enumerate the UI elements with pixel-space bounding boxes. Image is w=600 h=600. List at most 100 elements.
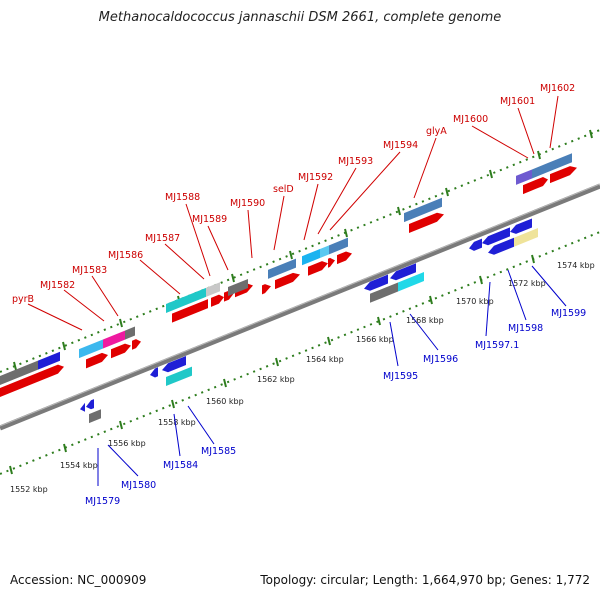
gene-mj1600[interactable]	[516, 169, 532, 185]
gene-mj1583[interactable]	[103, 330, 125, 349]
tick	[531, 254, 535, 264]
gene-red[interactable]	[275, 270, 300, 290]
gene-mj1596[interactable]	[370, 282, 398, 303]
gene-mj1584b[interactable]	[162, 355, 186, 375]
leader	[517, 107, 535, 155]
gene-mj1589[interactable]	[228, 278, 248, 297]
gene-label-mj1602[interactable]: MJ1602	[540, 83, 575, 94]
gene-red[interactable]	[550, 163, 577, 184]
gene-mj1579b[interactable]	[86, 399, 94, 411]
gene-red[interactable]	[308, 259, 328, 276]
leader	[164, 243, 205, 280]
gene-mj1579[interactable]	[80, 402, 85, 414]
gene-label-mj1595[interactable]: MJ1595	[383, 371, 418, 382]
gene-red[interactable]	[523, 179, 537, 195]
gene-mj1596b[interactable]	[398, 272, 424, 292]
leader	[247, 209, 253, 259]
gene-label-pyrB[interactable]: pyrB	[12, 294, 34, 305]
leader	[329, 151, 401, 231]
gene-mj1585[interactable]	[166, 366, 192, 387]
gene-red[interactable]	[86, 350, 108, 369]
tick	[13, 361, 17, 371]
gene-label-mj1597.1[interactable]: MJ1597.1	[475, 340, 519, 351]
forward-gene-labels: pyrB MJ1582 MJ1583 MJ1586 MJ1587 MJ1588 …	[12, 83, 575, 305]
gene-red-arrow[interactable]	[44, 362, 64, 380]
gene-label-mj1582[interactable]: MJ1582	[40, 280, 75, 291]
scale-label: 1558 kbp	[158, 418, 196, 427]
gene-mj1592[interactable]	[320, 245, 329, 258]
gene-red[interactable]	[111, 341, 131, 359]
gene-label-mj1596[interactable]: MJ1596	[423, 354, 458, 365]
gene-label-mj1592[interactable]: MJ1592	[298, 172, 333, 183]
gene-label-mj1601[interactable]: MJ1601	[500, 96, 535, 107]
tick	[171, 399, 175, 409]
gene-mj1598[interactable]	[488, 237, 514, 257]
gene-label-mj1587[interactable]: MJ1587	[145, 233, 180, 244]
gene-label-glyA[interactable]: glyA	[426, 126, 447, 137]
gene-mj1599[interactable]	[514, 228, 538, 247]
scale-label: 1574 kbp	[557, 261, 595, 270]
gene-label-mj1586[interactable]: MJ1586	[108, 250, 143, 261]
leader	[187, 405, 215, 445]
leader	[185, 203, 211, 277]
gene-mj1580[interactable]	[89, 409, 101, 424]
gene-selD[interactable]	[302, 248, 320, 266]
genome-title: Methanocaldococcus jannaschii DSM 2661, …	[98, 10, 502, 25]
gene-red[interactable]	[328, 256, 335, 268]
gene-label-mj1598[interactable]: MJ1598	[508, 323, 543, 334]
gene-mj1597[interactable]	[469, 238, 482, 253]
scale-label: 1564 kbp	[306, 355, 344, 364]
gene-red[interactable]	[132, 337, 141, 350]
gene-mj1597c[interactable]	[510, 218, 532, 236]
gene-red[interactable]	[537, 175, 548, 189]
gene-label-mj1590[interactable]: MJ1590	[230, 198, 265, 209]
gene-label-mj1580[interactable]: MJ1580	[121, 480, 156, 491]
gene-mj1586[interactable]	[166, 287, 206, 314]
gene-mj1594[interactable]	[404, 197, 442, 223]
gene-label-mj1584[interactable]: MJ1584	[163, 460, 198, 471]
scale-label: 1556 kbp	[108, 439, 146, 448]
tick	[63, 443, 67, 453]
leader	[531, 265, 567, 307]
gene-red[interactable]	[211, 293, 224, 307]
gene-label-mj1583[interactable]: MJ1583	[72, 265, 107, 276]
gene-mj1590[interactable]	[268, 258, 296, 279]
gene-label-mj1585[interactable]: MJ1585	[201, 446, 236, 457]
gene-pyrB[interactable]	[38, 351, 60, 370]
gene-label-selD[interactable]: selD	[273, 184, 294, 195]
gene-red[interactable]	[262, 282, 271, 295]
tick	[62, 341, 66, 351]
tick	[327, 336, 331, 346]
gene-mj1584[interactable]	[150, 367, 158, 379]
tick	[397, 206, 401, 216]
gene-red[interactable]	[0, 370, 44, 397]
gene-label-mj1600[interactable]: MJ1600	[453, 114, 488, 125]
gene-mj1593[interactable]	[329, 237, 348, 255]
gene-label-mj1579[interactable]: MJ1579	[85, 496, 120, 507]
gene-label-mj1594[interactable]: MJ1594	[383, 140, 418, 151]
gene-mj1587[interactable]	[206, 282, 220, 297]
gene-label-mj1588[interactable]: MJ1588	[165, 192, 200, 203]
gene-mj1583b[interactable]	[125, 326, 135, 340]
forward-features	[0, 153, 577, 397]
scale-label: 1552 kbp	[10, 485, 48, 494]
gene-mj1602[interactable]	[546, 153, 572, 173]
tick	[223, 378, 227, 388]
gene-mj1581[interactable]	[0, 360, 38, 385]
gene-mj1595b[interactable]	[390, 263, 416, 282]
scale-label: 1568 kbp	[406, 316, 444, 325]
gene-mj1597b[interactable]	[482, 227, 510, 247]
gene-mj1601[interactable]	[532, 163, 546, 179]
scale-label: 1570 kbp	[456, 297, 494, 306]
gene-red[interactable]	[172, 299, 208, 323]
gene-label-mj1589[interactable]: MJ1589	[192, 214, 227, 225]
gene-red[interactable]	[337, 249, 352, 265]
accession-text: Accession: NC_000909	[10, 573, 147, 587]
gene-glyA[interactable]	[409, 210, 444, 234]
leader	[507, 269, 527, 321]
gene-label-mj1599[interactable]: MJ1599	[551, 308, 586, 319]
gene-mj1582[interactable]	[79, 339, 103, 359]
gene-label-mj1593[interactable]: MJ1593	[338, 156, 373, 167]
leader	[549, 95, 559, 149]
gene-mj1595[interactable]	[364, 274, 388, 294]
